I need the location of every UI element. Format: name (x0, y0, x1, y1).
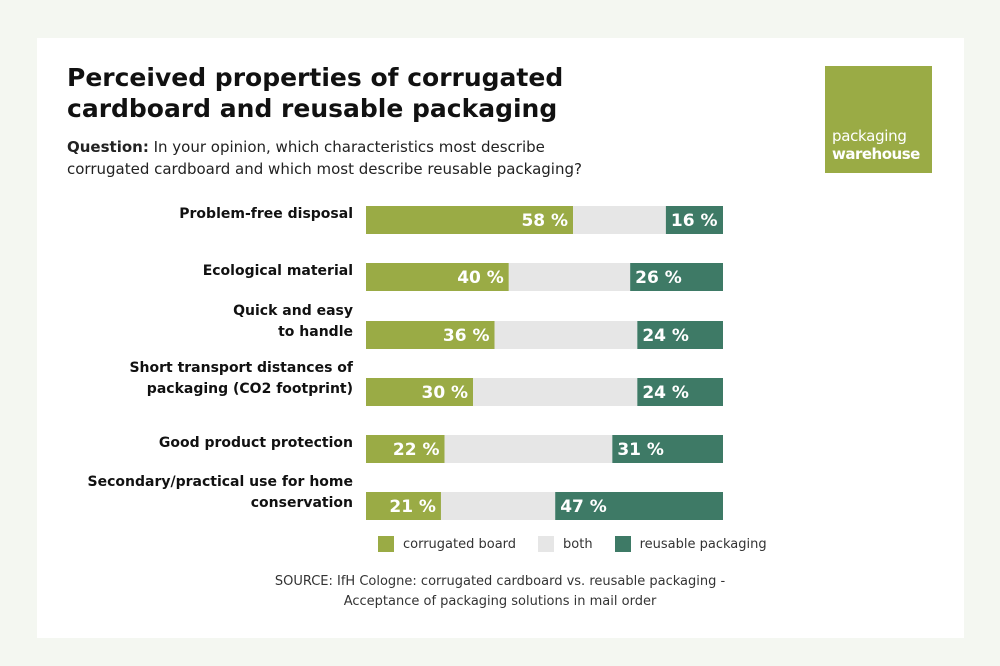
bar-corrugated-board-2 (366, 321, 495, 349)
category-label-0: Problem-free disposal (179, 206, 353, 222)
value-label-reusable-packaging-0: 16 % (671, 211, 718, 231)
bar-both-4 (444, 435, 613, 463)
category-label-1: Ecological material (203, 263, 353, 279)
bar-reusable-packaging-3 (637, 378, 723, 406)
category-label-4: Good product protection (159, 435, 353, 451)
bar-corrugated-board-4 (366, 435, 445, 463)
bar-reusable-packaging-4 (612, 435, 723, 463)
value-label-corrugated-board-0: 58 % (521, 211, 568, 231)
bar-both-1 (508, 263, 631, 291)
value-label-reusable-packaging-5: 47 % (560, 497, 607, 517)
legend-item-corrugated: corrugated board (378, 536, 516, 552)
bar-reusable-packaging-1 (630, 263, 723, 291)
bar-corrugated-board-0 (366, 206, 574, 234)
category-label-3: Short transport distances of packaging (C… (129, 360, 353, 397)
value-label-corrugated-board-4: 22 % (393, 440, 440, 460)
bar-reusable-packaging-5 (555, 492, 723, 520)
source-line-2: Acceptance of packaging solutions in mai… (343, 594, 657, 609)
legend-swatch-both (538, 536, 555, 552)
bar-corrugated-board-1 (366, 263, 509, 291)
chart-question: Question: In your opinion, which charact… (67, 136, 627, 180)
value-label-reusable-packaging-3: 24 % (642, 383, 689, 403)
bar-reusable-packaging-0 (665, 206, 723, 234)
logo-line-1: packaging (832, 127, 907, 145)
value-label-corrugated-board-5: 21 % (389, 497, 436, 517)
bar-corrugated-board-3 (366, 378, 474, 406)
bar-corrugated-board-5 (366, 492, 441, 520)
source-line-1: SOURCE: IfH Cologne: corrugated cardboar… (274, 574, 726, 589)
legend-label-reusable: reusable packaging (639, 536, 767, 552)
category-label-5: Secondary/practical use for home conserva… (88, 474, 353, 511)
bar-both-5 (440, 492, 556, 520)
value-label-corrugated-board-3: 30 % (421, 383, 468, 403)
legend-item-both: both (538, 536, 593, 552)
legend-item-reusable: reusable packaging (614, 536, 767, 552)
legend-label-both: both (563, 536, 593, 552)
packaging-warehouse-logo: packaging warehouse (825, 66, 932, 173)
chart-legend: corrugated board both reusable packaging (378, 536, 789, 552)
chart-source: SOURCE: IfH Cologne: corrugated cardboar… (235, 572, 765, 612)
legend-swatch-reusable (614, 536, 631, 552)
category-label-2: Quick and easy to handle (233, 303, 353, 340)
legend-swatch-corrugated (378, 536, 394, 552)
bar-both-0 (573, 206, 666, 234)
bar-reusable-packaging-2 (637, 321, 723, 349)
bar-both-3 (473, 378, 638, 406)
value-label-reusable-packaging-2: 24 % (642, 326, 689, 346)
question-text: In your opinion, which characteristics m… (67, 138, 582, 178)
value-label-corrugated-board-1: 40 % (457, 268, 504, 288)
bar-both-2 (494, 321, 638, 349)
question-label: Question: (67, 138, 149, 156)
value-label-reusable-packaging-4: 31 % (617, 440, 664, 460)
legend-label-corrugated: corrugated board (403, 536, 517, 552)
logo-line-2: warehouse (832, 145, 920, 163)
chart-title: Perceived properties of corrugated cardb… (67, 63, 564, 123)
value-label-reusable-packaging-1: 26 % (635, 268, 682, 288)
value-label-corrugated-board-2: 36 % (443, 326, 490, 346)
